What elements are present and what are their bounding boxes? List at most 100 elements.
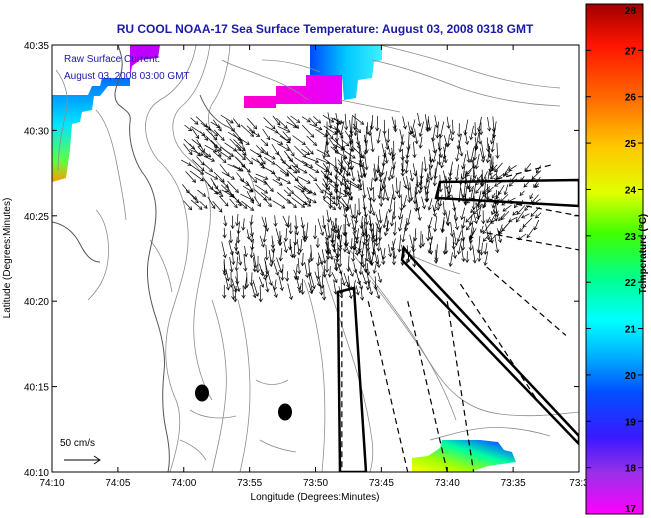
current-vector (484, 242, 488, 255)
current-vector-head (372, 269, 377, 274)
current-vector-head (235, 281, 240, 285)
current-vector (189, 170, 204, 182)
current-vector (306, 135, 317, 146)
current-vector (344, 130, 354, 143)
current-vector-head (352, 126, 357, 131)
current-vector-head (237, 202, 242, 207)
current-vector-head (488, 171, 493, 176)
current-vector-head (447, 177, 453, 182)
current-vector-head (392, 125, 397, 130)
current-vector (367, 234, 370, 251)
current-vector-head (348, 141, 354, 146)
current-vector (247, 118, 257, 130)
current-vector-head (362, 172, 367, 177)
current-vector-head (207, 153, 212, 158)
current-vector-head (301, 203, 306, 208)
current-vector-head (446, 124, 451, 130)
current-vector (212, 200, 223, 213)
current-vector-head (482, 192, 487, 197)
current-vector-head (218, 208, 223, 213)
current-vector-head (338, 244, 343, 249)
current-vector-head (461, 246, 466, 251)
current-vector-head (301, 141, 306, 146)
current-vector (376, 115, 379, 131)
current-vector-head (452, 254, 457, 259)
current-vector-head (395, 190, 400, 195)
current-vector-head (427, 225, 432, 230)
current-vector-head (456, 145, 461, 150)
current-vector-head (477, 214, 482, 219)
current-vector-head (398, 148, 403, 153)
current-vector (470, 187, 474, 201)
current-vector-head (492, 134, 497, 139)
current-vector-head (369, 187, 374, 192)
current-vector (290, 115, 300, 123)
current-vector (373, 263, 377, 274)
current-vector-head (526, 234, 531, 239)
current-vector-head (456, 238, 461, 243)
current-vector-head (390, 156, 396, 161)
current-vector (305, 222, 309, 240)
current-vector-head (222, 159, 227, 164)
current-vector-head (263, 189, 269, 194)
current-vector-head (357, 179, 362, 184)
current-vector-head (501, 227, 506, 232)
current-vector-head (294, 231, 299, 236)
current-vector (326, 135, 328, 154)
current-vector (294, 145, 307, 158)
current-vector-head (229, 153, 234, 157)
current-vector (478, 235, 481, 253)
current-vector-head (443, 159, 448, 164)
current-vector (434, 215, 438, 232)
current-vector (308, 282, 313, 294)
current-vector-head (397, 194, 402, 199)
range-ray (459, 283, 540, 405)
current-vector (415, 193, 419, 211)
current-vector-head (188, 127, 193, 132)
current-vector-head (438, 134, 443, 139)
current-vector (253, 257, 256, 272)
current-vector-head (279, 286, 284, 292)
current-vector-head (424, 198, 429, 203)
colorbar-tick-label: 26 (625, 93, 637, 104)
current-vector-head (362, 194, 367, 199)
current-vector (535, 212, 542, 219)
current-vector (457, 230, 462, 242)
current-vector (260, 192, 272, 201)
current-vector-head (364, 149, 369, 154)
current-vector-head (255, 269, 261, 274)
current-vector-head (364, 257, 369, 262)
current-vector (370, 203, 375, 216)
current-vector (256, 145, 264, 153)
current-vector-head (381, 255, 386, 260)
current-vector (286, 198, 297, 208)
current-vector-head (305, 151, 311, 156)
current-vector-head (322, 273, 327, 278)
current-vector-head (273, 293, 278, 298)
current-vector-head (336, 235, 341, 240)
current-vector-head (192, 178, 196, 183)
current-vector (443, 170, 447, 183)
current-vector (369, 215, 372, 232)
current-vector (482, 190, 491, 197)
current-vector (322, 162, 332, 176)
current-vector-head (432, 158, 437, 163)
current-vector-head (328, 205, 333, 210)
current-vector-head (440, 228, 445, 233)
current-vector (488, 186, 494, 192)
current-vector (296, 239, 300, 255)
current-vector (297, 185, 311, 194)
current-vector (260, 146, 269, 156)
current-vector-head (248, 188, 253, 193)
current-vector-head (311, 285, 316, 290)
current-vector-head (366, 247, 371, 252)
current-vector-head (490, 218, 495, 224)
current-vector (334, 218, 337, 230)
current-vector-head (312, 199, 317, 204)
current-vector (391, 238, 396, 251)
current-vector (235, 150, 246, 160)
current-vector-head (384, 159, 389, 164)
current-vector (263, 117, 276, 130)
current-vector (394, 119, 396, 132)
